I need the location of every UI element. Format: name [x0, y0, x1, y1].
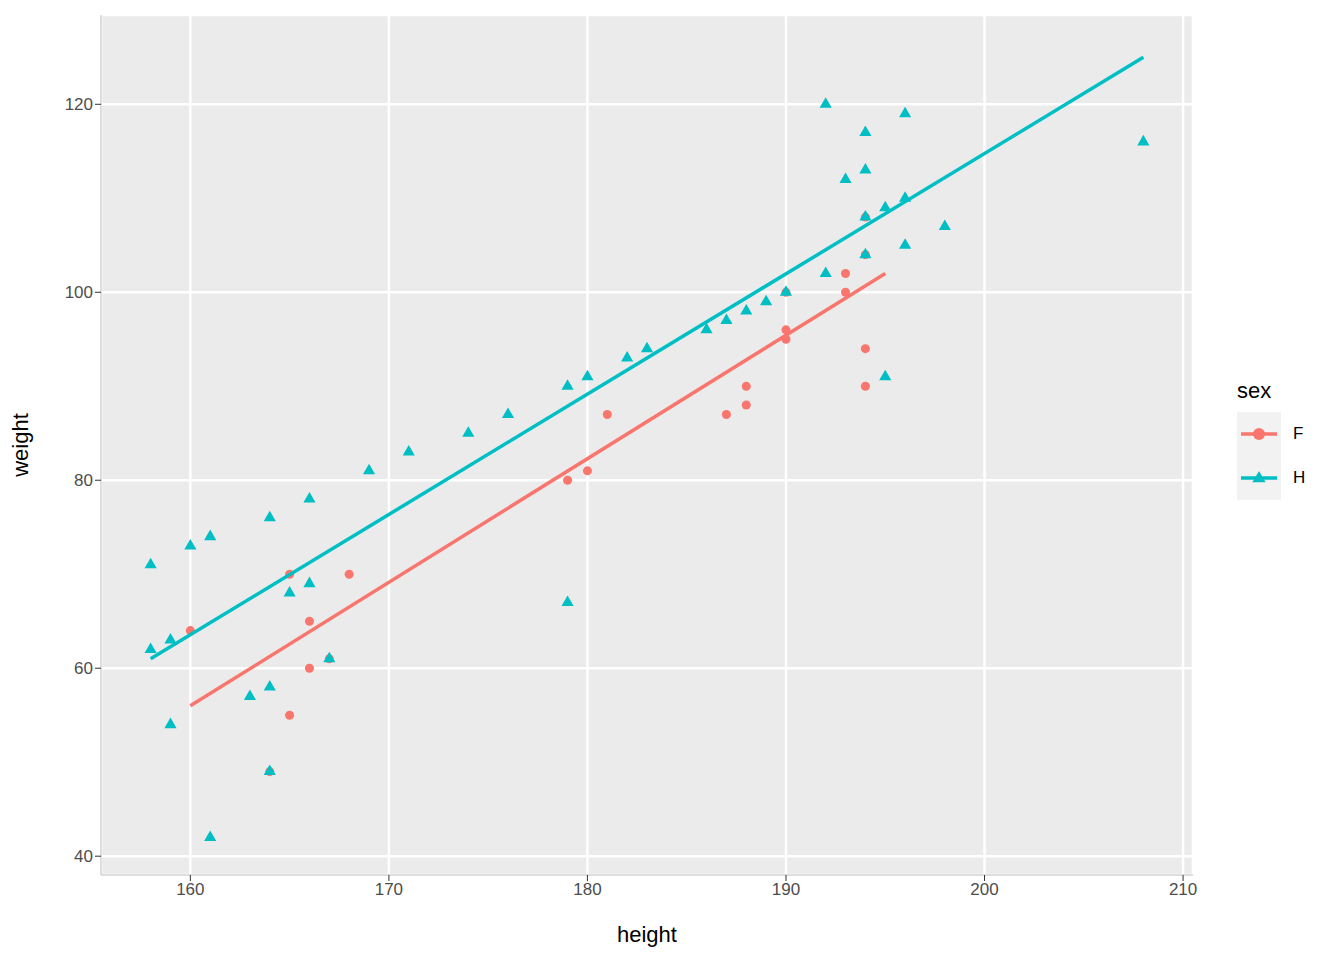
svg-text:height: height [617, 922, 677, 947]
svg-text:160: 160 [176, 880, 204, 899]
html-text:H: H [1293, 468, 1306, 487]
svg-text:40: 40 [74, 847, 93, 866]
svg-text:120: 120 [65, 95, 93, 114]
svg-text:210: 210 [1169, 880, 1197, 899]
svg-text:80: 80 [74, 471, 93, 490]
html-text:F: F [1293, 424, 1304, 443]
svg-text:60: 60 [74, 659, 93, 678]
svg-text:170: 170 [375, 880, 403, 899]
html-text:sex: sex [1237, 378, 1272, 403]
svg-text:190: 190 [772, 880, 800, 899]
svg-text:100: 100 [65, 283, 93, 302]
svg-text:weight: weight [8, 413, 33, 478]
svg-text:180: 180 [573, 880, 601, 899]
svg-text:200: 200 [970, 880, 998, 899]
